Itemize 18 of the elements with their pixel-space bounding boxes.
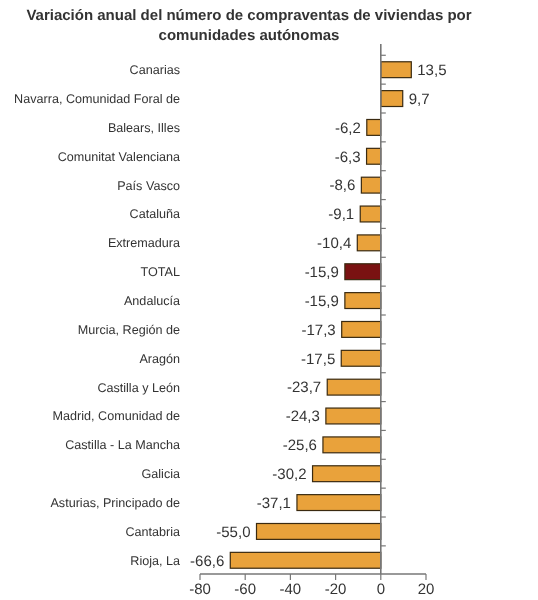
bar [356, 234, 382, 252]
bar [359, 205, 382, 223]
bar [380, 61, 412, 79]
bar [344, 292, 382, 310]
bar [380, 90, 404, 108]
bar [229, 551, 382, 569]
bar [325, 407, 382, 425]
bar [340, 349, 382, 367]
bar [255, 522, 382, 540]
bar [341, 320, 382, 338]
bar [366, 118, 382, 136]
bar [322, 436, 382, 454]
bar [360, 176, 382, 194]
bar [365, 147, 382, 165]
bar [296, 494, 382, 512]
bar [311, 465, 382, 483]
bar [344, 263, 382, 281]
bar [326, 378, 382, 396]
